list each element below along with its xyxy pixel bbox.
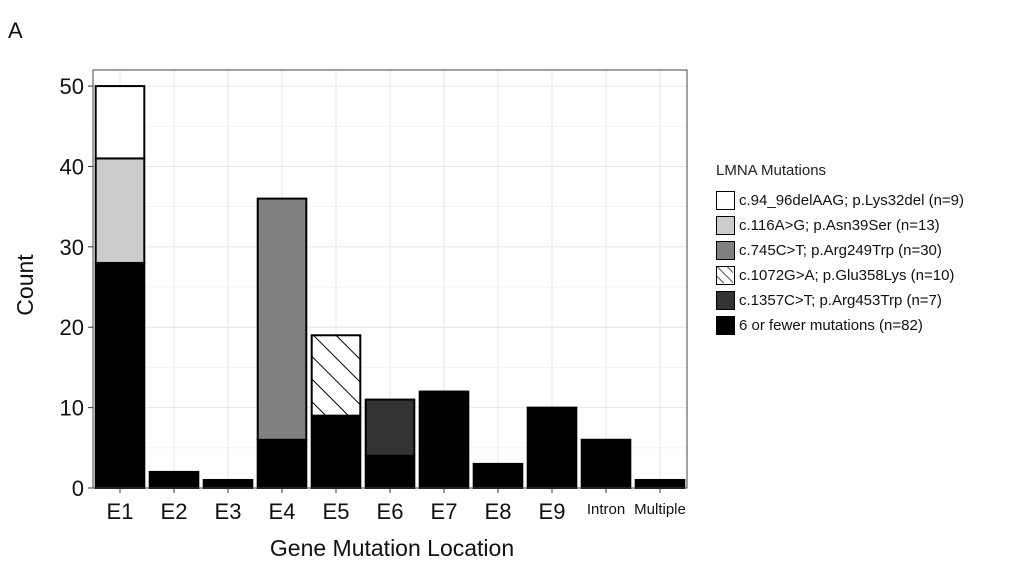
bar-segment-e6-c1357 (364, 398, 416, 457)
bar-segment-e3-other (202, 478, 254, 490)
bar-segment-e4-other (256, 438, 308, 489)
bar-segment-e2-other (148, 470, 200, 489)
y-tick-label: 30 (60, 235, 84, 260)
x-tick-label: E4 (269, 499, 296, 524)
y-axis-title: Count (12, 254, 38, 316)
x-tick-label: E7 (431, 499, 458, 524)
bar-segment-e5-other (310, 414, 362, 489)
bar-segment-e5-c1072 (310, 334, 362, 417)
legend-item-other: 6 or fewer mutations (n=82) (716, 313, 964, 337)
grid-lines (93, 70, 687, 489)
legend-swatch (716, 190, 735, 210)
bar-segment-multiple-other (634, 478, 686, 490)
legend-swatch (716, 290, 735, 310)
y-tick-label: 0 (72, 476, 84, 501)
axes: 0 10 20 30 40 50 E1 E2 E3 E4 E5 E6 E7 E8 E9 Intron Multi… (60, 69, 688, 524)
bar-segment-intron-other (580, 438, 632, 489)
panel-letter: A (8, 18, 23, 43)
legend-swatch (716, 215, 735, 235)
legend-item-c1357: c.1357C>T; p.Arg453Trp (n=7) (716, 288, 964, 312)
legend-swatch (716, 315, 735, 335)
legend-swatch (716, 240, 735, 260)
bar-segment-e9-other (526, 406, 578, 489)
legend-item-c94: c.94_96delAAG; p.Lys32del (n=9) (716, 188, 964, 212)
bar-segment-e1-c94 (94, 85, 146, 160)
x-tick-label: Multiple (634, 501, 686, 518)
y-tick-label: 40 (60, 154, 84, 179)
legend-label: c.745C>T; p.Arg249Trp (n=30) (739, 241, 942, 259)
legend-title: LMNA Mutations (716, 162, 827, 179)
y-tick-label: 50 (60, 74, 84, 99)
x-tick-label: E8 (485, 499, 512, 524)
legend-item-c1072: c.1072G>A; p.Glu358Lys (n=10) (716, 263, 964, 287)
x-tick-label: E9 (539, 499, 566, 524)
x-tick-label: E1 (107, 499, 134, 524)
legend-label: c.116A>G; p.Asn39Ser (n=13) (739, 216, 940, 234)
bar-segment-e6-other (364, 454, 416, 490)
x-tick-label: E3 (215, 499, 242, 524)
legend-label: c.94_96delAAG; p.Lys32del (n=9) (739, 191, 965, 209)
x-axis-title: Gene Mutation Location (270, 535, 514, 561)
bar-segment-e1-c116 (94, 157, 146, 264)
legend-label: 6 or fewer mutations (n=82) (739, 316, 923, 334)
legend: LMNA Mutations c.94_96delAAG; p.Lys32del… (716, 162, 964, 338)
legend-label: c.1072G>A; p.Glu358Lys (n=10) (739, 266, 955, 284)
bar-segment-e8-other (472, 462, 524, 489)
y-tick-label: 10 (60, 396, 84, 421)
legend-item-c745: c.745C>T; p.Arg249Trp (n=30) (716, 238, 964, 262)
bar-segment-e7-other (418, 390, 470, 489)
legend-item-c116: c.116A>G; p.Asn39Ser (n=13) (716, 213, 964, 237)
x-tick-label: E6 (377, 499, 404, 524)
x-tick-label: E2 (161, 499, 188, 524)
legend-swatch (716, 265, 735, 285)
legend-label: c.1357C>T; p.Arg453Trp (n=7) (739, 291, 942, 309)
bar-segment-e1-other (94, 261, 146, 489)
y-tick-label: 20 (60, 315, 84, 340)
bar-segment-e4-c745 (256, 197, 308, 441)
x-tick-label: E5 (323, 499, 350, 524)
x-tick-label: Intron (587, 501, 625, 518)
